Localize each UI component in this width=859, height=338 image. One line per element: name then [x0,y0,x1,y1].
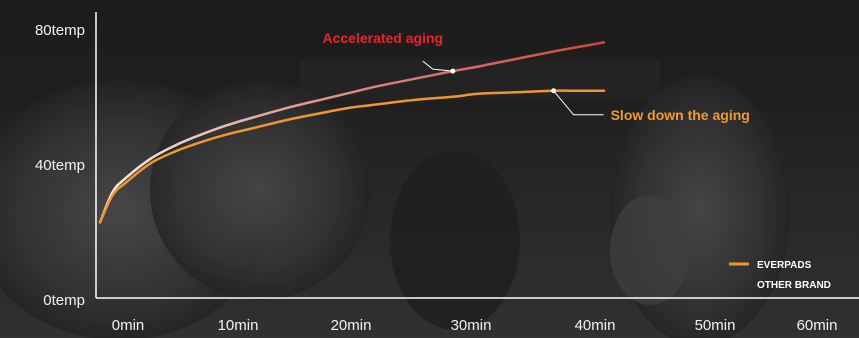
legend-label-everpads: EVERPADS [757,260,812,271]
legend-label-other-brand: OTHER BRAND [757,280,831,291]
legend: EVERPADS OTHER BRAND [729,260,831,291]
y-tick-label: 40temp [35,157,85,174]
annotation-label-slow-down: Slow down the aging [611,107,750,123]
series-layer [98,41,606,224]
x-tick-label: 20min [331,317,372,334]
x-tick-label: 40min [575,317,616,334]
series-line-other-brand [98,41,606,224]
x-tick-label: 30min [451,317,492,334]
x-tick-labels: 0min 10min 20min 30min 40min 50min 60min [112,317,838,334]
x-tick-label: 60min [797,317,838,334]
x-tick-label: 50min [695,317,736,334]
y-tick-label: 0temp [43,292,85,309]
annotations: Accelerated aging Slow down the aging [322,30,749,123]
annotation-leader-line [553,90,604,116]
annotation-label-accelerated: Accelerated aging [322,30,443,46]
annotation-point [450,68,456,74]
series-line-everpads [98,89,606,224]
x-tick-label: 0min [112,317,145,334]
y-tick-labels: 0temp 40temp 80temp [35,22,85,309]
x-tick-label: 10min [218,317,259,334]
y-tick-label: 80temp [35,22,85,39]
annotation-leader-line [422,60,453,72]
annotation-point [551,88,557,94]
